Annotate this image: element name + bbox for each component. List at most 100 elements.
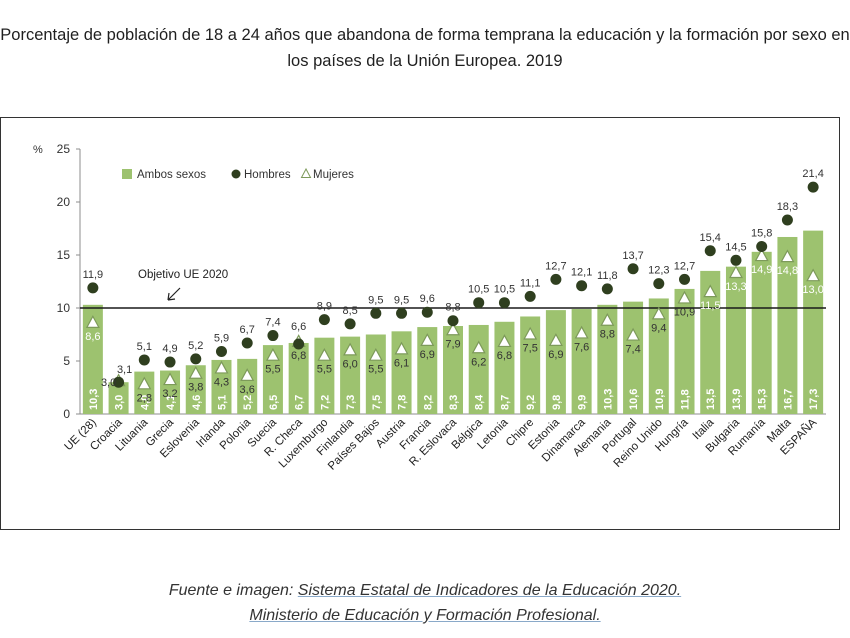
hombres-value-label: 9,5 xyxy=(368,294,383,306)
bar-value-label: 8,4 xyxy=(474,394,486,410)
bar-value-label: 6,7 xyxy=(294,395,306,410)
bar xyxy=(725,266,746,414)
legend-label-mujeres: Mujeres xyxy=(313,169,354,181)
mujeres-marker xyxy=(137,376,152,390)
hombres-value-label: 12,7 xyxy=(545,260,566,272)
mujeres-value-label: 14,8 xyxy=(777,265,798,277)
bar-value-label: 8,2 xyxy=(422,395,434,410)
bar-value-label: 10,3 xyxy=(88,389,100,410)
mujeres-marker xyxy=(703,284,718,298)
mujeres-value-label: 14,9 xyxy=(751,264,772,276)
mujeres-marker xyxy=(651,306,666,320)
mujeres-marker xyxy=(368,347,383,361)
bar-value-label: 10,3 xyxy=(602,389,614,410)
bar xyxy=(648,298,669,414)
bar-value-label: 9,9 xyxy=(577,395,589,410)
bar-value-label: 10,9 xyxy=(654,389,666,410)
hombres-marker xyxy=(473,297,485,309)
bar xyxy=(520,316,541,414)
mujeres-marker xyxy=(265,347,280,361)
mujeres-value-label: 7,5 xyxy=(523,343,538,355)
hombres-marker xyxy=(730,254,742,266)
legend-swatch-ambos xyxy=(122,169,132,179)
hombres-marker xyxy=(344,318,356,330)
hombres-marker xyxy=(215,345,227,357)
bar xyxy=(597,304,618,414)
mujeres-value-label: 6,8 xyxy=(497,350,512,362)
y-unit-label: % xyxy=(33,144,43,156)
hombres-marker xyxy=(447,315,459,327)
hombres-marker xyxy=(241,337,253,349)
bar-value-label: 5,1 xyxy=(216,395,228,410)
mujeres-marker xyxy=(574,325,589,339)
hombres-marker xyxy=(704,245,716,257)
bar-value-label: 4,1 xyxy=(165,395,177,410)
bar-value-label: 7,3 xyxy=(345,395,357,410)
hombres-marker xyxy=(679,273,691,285)
bar-value-label: 7,5 xyxy=(371,395,383,410)
mujeres-marker xyxy=(420,333,435,346)
bar xyxy=(340,336,361,414)
mujeres-value-label: 3,1 xyxy=(117,364,132,376)
mujeres-value-label: 5,5 xyxy=(317,364,332,376)
hombres-value-label: 8,5 xyxy=(342,305,357,317)
mujeres-marker xyxy=(806,268,821,282)
mujeres-value-label: 7,9 xyxy=(445,338,460,350)
bar-value-label: 11,8 xyxy=(680,389,692,410)
bar xyxy=(803,230,824,414)
bar xyxy=(262,345,283,414)
y-tick-label: 20 xyxy=(57,195,71,209)
bar-value-label: 17,3 xyxy=(808,389,820,410)
hombres-value-label: 11,1 xyxy=(520,277,541,289)
legend-label-hombres: Hombres xyxy=(244,169,291,181)
bar xyxy=(468,324,489,414)
bar xyxy=(443,326,463,414)
mujeres-marker xyxy=(240,368,255,381)
hombres-marker xyxy=(370,307,382,319)
bar-value-label: 8,7 xyxy=(499,395,511,410)
source-link-1[interactable]: Sistema Estatal de Indicadores de la Edu… xyxy=(297,582,682,599)
bar xyxy=(237,358,258,414)
mujeres-marker xyxy=(523,326,538,340)
y-tick-label: 15 xyxy=(57,248,71,262)
y-tick-label: 25 xyxy=(57,142,71,156)
hombres-marker xyxy=(267,330,279,342)
mujeres-value-label: 3,2 xyxy=(162,388,177,400)
mujeres-marker xyxy=(214,360,229,374)
bar xyxy=(545,310,566,414)
y-tick-label: 0 xyxy=(63,407,70,421)
mujeres-value-label: 6,0 xyxy=(342,358,357,370)
mujeres-marker xyxy=(626,327,641,341)
mujeres-value-label: 11,5 xyxy=(700,300,721,312)
mujeres-value-label: 8,6 xyxy=(85,331,100,343)
mujeres-marker xyxy=(677,290,692,304)
bar xyxy=(623,301,644,414)
hombres-value-label: 14,5 xyxy=(725,241,746,253)
bar xyxy=(288,342,309,414)
bar-value-label: 3,0 xyxy=(114,395,126,410)
hombres-value-label: 8,9 xyxy=(317,301,332,313)
mujeres-marker xyxy=(548,333,563,346)
hombres-marker xyxy=(550,273,562,285)
hombres-value-label: 12,7 xyxy=(674,260,695,272)
hombres-value-label: 15,8 xyxy=(751,228,772,240)
y-tick-label: 10 xyxy=(57,301,71,315)
source-link-2[interactable]: Ministerio de Educación y Formación Prof… xyxy=(249,607,601,624)
bar xyxy=(82,304,103,414)
hombres-value-label: 12,3 xyxy=(648,265,669,277)
bar xyxy=(134,371,155,414)
mujeres-marker xyxy=(600,312,615,326)
mujeres-marker xyxy=(728,265,743,279)
mujeres-value-label: 6,9 xyxy=(548,349,563,361)
bar-value-label: 13,5 xyxy=(705,389,717,410)
mujeres-marker xyxy=(343,342,358,356)
hombres-marker xyxy=(318,314,330,326)
mujeres-marker xyxy=(754,248,769,262)
y-tick-label: 5 xyxy=(63,354,70,368)
mujeres-value-label: 7,4 xyxy=(625,344,640,356)
mujeres-value-label: 13,0 xyxy=(802,284,823,296)
chart-frame xyxy=(0,117,840,530)
mujeres-value-label: 7,6 xyxy=(574,341,589,353)
hombres-value-label: 6,7 xyxy=(240,324,255,336)
